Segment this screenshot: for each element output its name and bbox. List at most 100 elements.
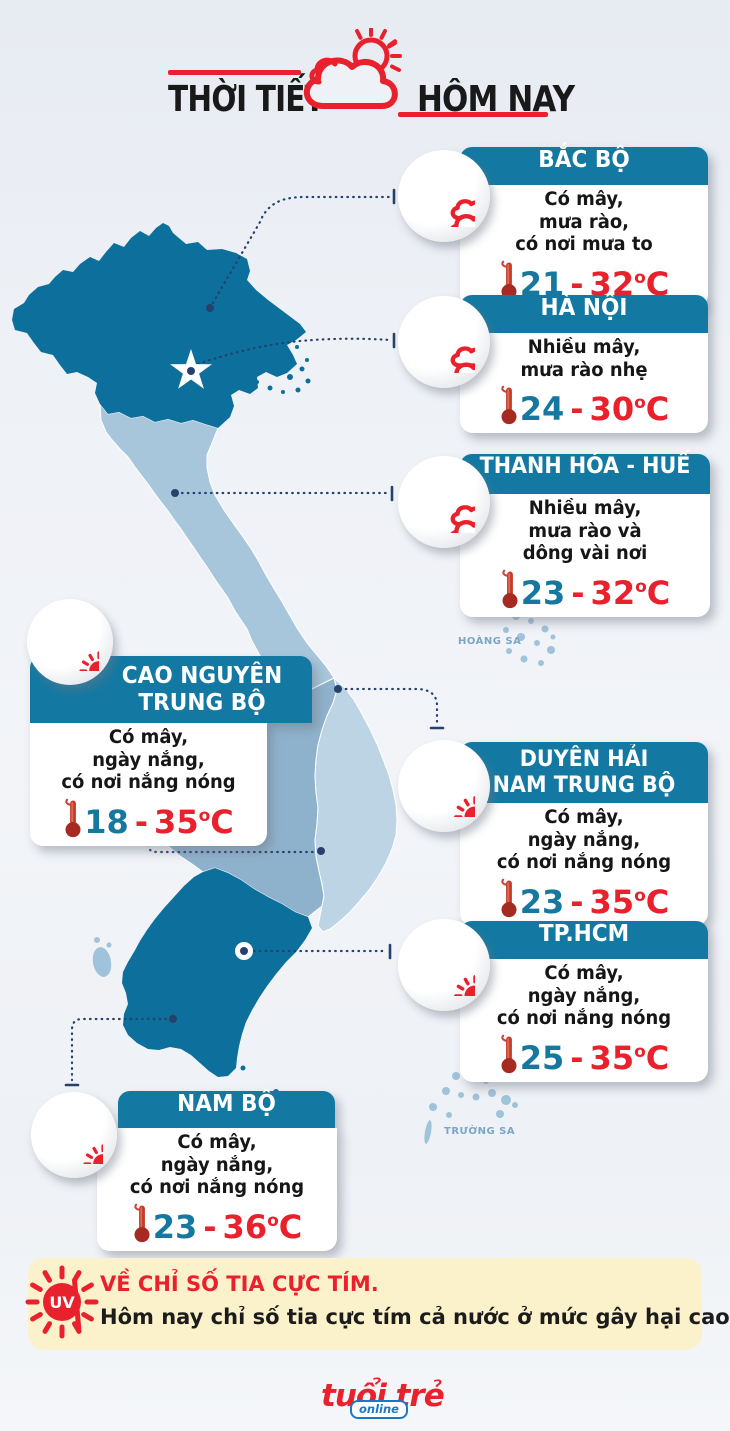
weather-desc-line: có nơi nắng nóng	[129, 1177, 305, 1199]
temp-high: 35	[589, 882, 635, 921]
weather-card-bac-bo: BẮC BỘ Có mây, mưa rào, có nơi mưa to 21…	[460, 147, 708, 308]
thermometer-icon	[63, 797, 83, 839]
uv-description: Hôm nay chỉ số tia cực tím cả nước ở mức…	[100, 1305, 730, 1329]
weather-desc-line: Có mây,	[544, 189, 624, 210]
region-title-bac-bo: BẮC BỘ	[460, 147, 708, 185]
uv-index-panel	[28, 1258, 702, 1350]
title-accent-line-right	[398, 112, 548, 117]
temp-high: 35	[154, 802, 199, 841]
weather-desc-line: mưa rào nhẹ	[520, 359, 648, 381]
temp-low: 24	[519, 390, 565, 429]
map-region-duyen-hai	[314, 676, 398, 933]
weather-desc-line: Có mây,	[544, 963, 624, 984]
title-accent-line-left	[168, 70, 301, 75]
temp-high: 36	[222, 1207, 268, 1246]
weather-desc-line: Có mây,	[108, 727, 189, 748]
marker-tp-hcm	[235, 942, 253, 960]
thermometer-icon	[499, 877, 519, 919]
cloud-sun-icon	[304, 28, 402, 109]
temp-low: 25	[519, 1038, 565, 1077]
temperature-range: 18-35oC	[34, 797, 263, 840]
temp-low: 23	[519, 882, 565, 921]
temp-high: 35	[589, 1038, 635, 1077]
temp-high: 32	[590, 573, 636, 612]
weather-desc-line: Có mây,	[544, 807, 624, 828]
map-region-thanh-hoa-hue	[99, 402, 335, 693]
weather-desc-line: ngày nắng,	[92, 749, 205, 771]
svg-text:UV: UV	[49, 1293, 75, 1312]
weather-card-body: Có mây, mưa rào, có nơi mưa to 21-32oC	[460, 185, 708, 308]
sun-icon	[413, 755, 475, 817]
thermometer-icon	[499, 384, 519, 426]
weather-card-nam-bo: NAM BỘ Có mây, ngày nắng, có nơi nắng nó…	[97, 1091, 337, 1251]
marker-thanh-hoa-hue	[171, 489, 179, 497]
region-title-thanh-hoa-hue: THANH HÓA - HUẾ	[460, 454, 710, 494]
temperature-range: 24-30oC	[464, 384, 704, 427]
marker-duyen-hai	[334, 685, 342, 693]
weather-desc-line: ngày nắng,	[160, 1154, 274, 1176]
weather-icon-circle-cao-nguyen	[27, 599, 113, 685]
connector-nam-bo	[70, 1017, 168, 1082]
region-title-nam-bo: NAM BỘ	[118, 1091, 335, 1128]
temp-low: 23	[152, 1207, 198, 1246]
weather-desc-line: ngày nắng,	[527, 829, 641, 851]
weather-desc-line: mưa rào và	[528, 520, 642, 542]
region-title-ha-noi: HÀ NỘI	[460, 295, 708, 333]
page-title-left: THỜI TIẾT	[168, 79, 325, 120]
weather-desc-line: mưa rào,	[539, 211, 629, 233]
thermometer-icon	[500, 568, 520, 610]
temp-high: 30	[589, 390, 635, 429]
weather-desc-line: Nhiều mây,	[527, 337, 641, 358]
weather-icon-circle-tp-hcm	[398, 919, 490, 1011]
weather-icon-circle-thanh-hoa-hue	[398, 456, 490, 548]
weather-card-body: Có mây, ngày nắng, có nơi nắng nóng 23-3…	[97, 1128, 337, 1251]
rain-cloud-icon	[413, 165, 475, 227]
temp-low: 18	[84, 802, 129, 841]
map-islands-ha-long	[255, 338, 311, 394]
weather-card-thanh-hoa-hue: THANH HÓA - HUẾ Nhiều mây, mưa rào và dô…	[460, 454, 710, 617]
temperature-range: 25-35oC	[464, 1033, 704, 1076]
weather-card-body: Nhiều mây, mưa rào và dông vài nơi 23-32…	[460, 494, 710, 617]
weather-card-ha-noi: HÀ NỘI Nhiều mây, mưa rào nhẹ 24-30oC	[460, 295, 708, 434]
temperature-range: 23-36oC	[101, 1202, 333, 1245]
weather-card-duyen-hai: DUYÊN HẢI NAM TRUNG BỘ Có mây, ngày nắng…	[460, 742, 708, 926]
weather-desc-line: Nhiều mây,	[528, 498, 642, 519]
thermometer-icon	[499, 1033, 519, 1075]
ha-noi-star-icon	[170, 349, 212, 389]
map-island-phu-quoc	[92, 937, 112, 977]
weather-card-body: Có mây, ngày nắng, có nơi nắng nóng 18-3…	[30, 723, 267, 846]
label-hoang-sa: HOÀNG SA	[458, 636, 522, 647]
weather-icon-circle-ha-noi	[398, 296, 490, 388]
rain-cloud-icon	[413, 471, 475, 533]
weather-card-body: Có mây, ngày nắng, có nơi nắng nóng 23-3…	[460, 803, 708, 926]
weather-desc-line: ngày nắng,	[527, 985, 641, 1007]
thermometer-icon	[132, 1202, 152, 1244]
weather-icon-circle-duyen-hai	[398, 740, 490, 832]
temperature-range: 23-35oC	[464, 877, 704, 920]
sun-icon	[45, 1106, 103, 1164]
weather-icon-circle-nam-bo	[31, 1092, 117, 1178]
weather-card-tp-hcm: TP.HCM Có mây, ngày nắng, có nơi nắng nó…	[460, 921, 708, 1082]
weather-card-body: Nhiều mây, mưa rào nhẹ 24-30oC	[460, 333, 708, 434]
uv-title: VỀ CHỈ SỐ TIA CỰC TÍM.	[100, 1272, 379, 1296]
map-region-bac-bo	[12, 223, 306, 428]
uv-sun-icon: UV	[25, 1265, 99, 1339]
weather-card-body: Có mây, ngày nắng, có nơi nắng nóng 25-3…	[460, 959, 708, 1082]
connector-ha-noi	[196, 337, 392, 366]
marker-nam-bo	[169, 1015, 177, 1023]
marker-cao-nguyen	[317, 847, 325, 855]
weather-desc-line: có nơi nắng nóng	[61, 772, 236, 794]
map-island-south-speck	[240, 1065, 246, 1071]
temp-low: 23	[520, 573, 566, 612]
region-title-tp-hcm: TP.HCM	[460, 921, 708, 959]
sun-icon	[41, 613, 99, 671]
cloud-icon	[413, 311, 475, 373]
label-truong-sa: TRƯỜNG SA	[444, 1126, 516, 1137]
weather-icon-circle-bac-bo	[398, 150, 490, 242]
weather-desc-line: dông vài nơi	[522, 543, 648, 565]
weather-desc-line: có nơi mưa to	[515, 234, 653, 256]
sun-icon	[413, 934, 475, 996]
weather-desc-line: Có mây,	[177, 1132, 257, 1153]
marker-bac-bo	[206, 304, 214, 312]
